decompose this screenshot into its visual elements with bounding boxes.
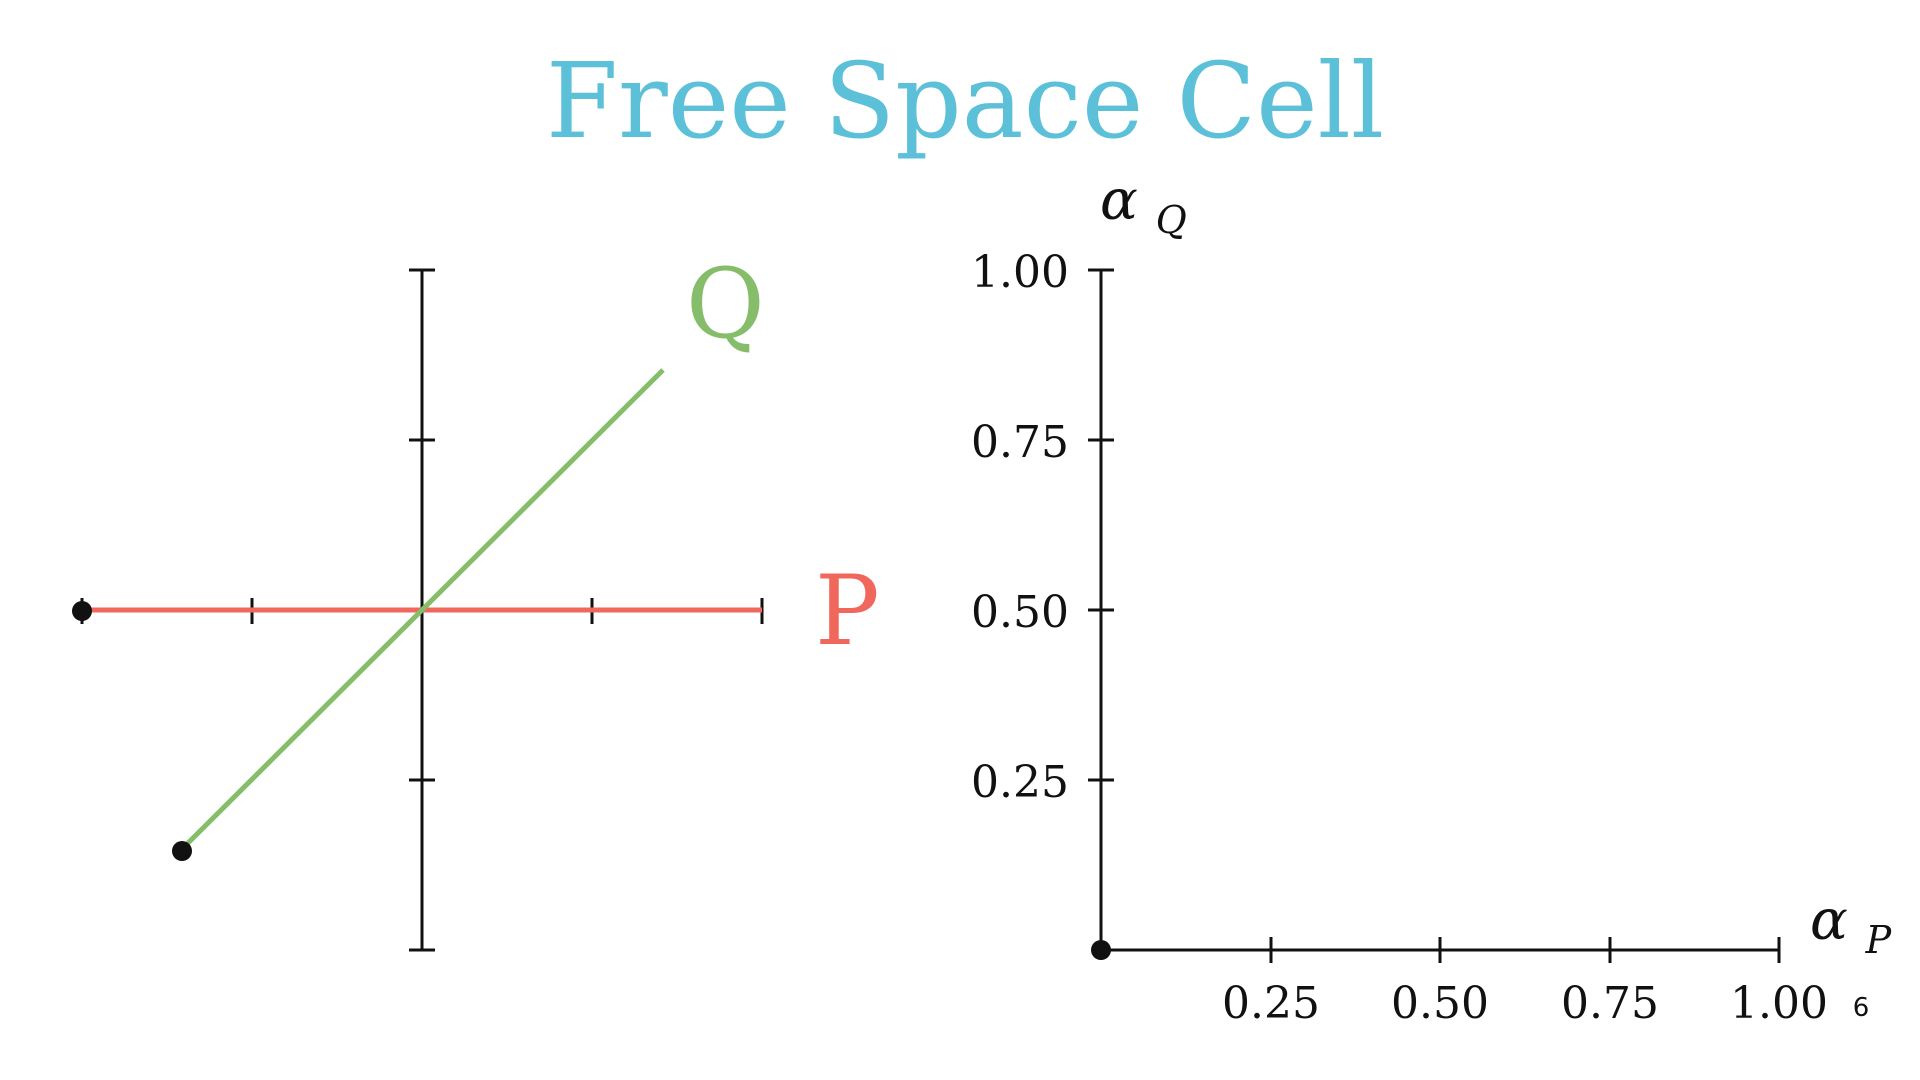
alpha-p-axis-label-subscript: P <box>1865 918 1893 962</box>
segment-p-label: P <box>815 555 880 667</box>
alpha-q-tick-label-050: 0.50 <box>971 587 1069 638</box>
alpha-p-tick-label-050: 0.50 <box>1391 978 1489 1029</box>
alpha-q-axis-label-main: α <box>1100 168 1138 233</box>
free-space-plot: 1.00 0.75 0.50 0.25 0.25 0.50 0.75 1.00 … <box>971 168 1893 1029</box>
alpha-q-axis-label-subscript: Q <box>1156 198 1187 242</box>
segment-q-line <box>180 368 665 851</box>
segment-p-start-point <box>72 601 92 621</box>
alpha-origin-point <box>1091 940 1111 960</box>
alpha-q-axis-label: α Q <box>1100 168 1187 242</box>
segment-q-label: Q <box>686 248 765 360</box>
segment-diagram: P Q <box>72 248 880 952</box>
slide-page-number: 6 <box>1853 993 1870 1023</box>
alpha-q-tick-label-025: 0.25 <box>971 757 1069 808</box>
alpha-q-tick-label-075: 0.75 <box>971 417 1069 468</box>
alpha-q-tick-label-100: 1.00 <box>971 247 1069 298</box>
slide-title: Free Space Cell <box>546 40 1384 162</box>
alpha-p-tick-label-075: 0.75 <box>1561 978 1659 1029</box>
alpha-p-axis-label-main: α <box>1810 888 1848 953</box>
alpha-p-tick-label-025: 0.25 <box>1222 978 1320 1029</box>
alpha-p-tick-label-100: 1.00 <box>1730 978 1828 1029</box>
alpha-p-axis-label: α P <box>1810 888 1893 962</box>
segment-q-start-point <box>172 841 192 861</box>
